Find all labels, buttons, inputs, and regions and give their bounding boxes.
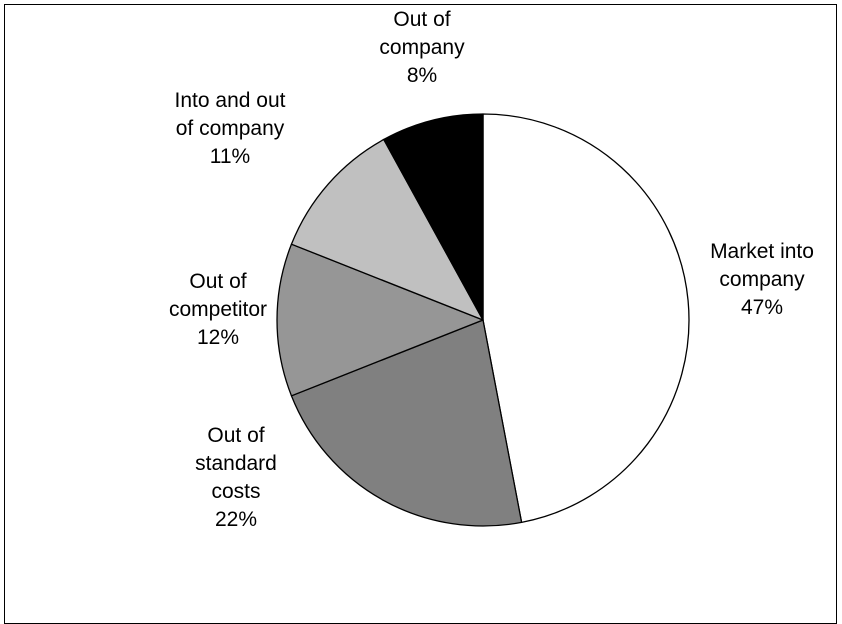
slice-label-line: Out of bbox=[189, 270, 246, 293]
slice-label-line: company bbox=[379, 36, 465, 59]
pie-slice bbox=[276, 243, 484, 397]
slice-percent: 12% bbox=[197, 326, 239, 349]
slice-percent: 11% bbox=[210, 145, 250, 168]
slice-label-line: Out of bbox=[393, 8, 450, 31]
slice-label-line: company bbox=[719, 268, 805, 291]
slice-label: Out of standard costs 22% bbox=[195, 424, 277, 531]
slice-label-line: competitor bbox=[169, 298, 267, 321]
slice-label: Market into company 47% bbox=[710, 240, 814, 319]
slice-label-line: Out of bbox=[207, 424, 264, 447]
slice-label: Into and out of company 11% bbox=[175, 89, 286, 168]
slice-label-line: costs bbox=[211, 480, 260, 503]
pie-slice bbox=[383, 113, 484, 321]
slice-percent: 47% bbox=[741, 296, 783, 319]
pie-slices bbox=[276, 113, 690, 527]
slice-label: Out of competitor 12% bbox=[169, 270, 267, 349]
slice-label-line: Market into bbox=[710, 240, 814, 263]
pie-labels: Market into company 47% Out of standard costs… bbox=[169, 8, 814, 531]
pie-slice bbox=[290, 138, 484, 321]
slice-percent: 8% bbox=[407, 64, 437, 87]
slice-label: Out of company 8% bbox=[379, 8, 465, 87]
slice-label-line: of company bbox=[176, 117, 285, 140]
pie-slice bbox=[482, 113, 690, 523]
slice-label-line: standard bbox=[195, 452, 277, 475]
slice-label-line: Into and out bbox=[175, 89, 286, 112]
pie-slice bbox=[290, 319, 523, 527]
slice-percent: 22% bbox=[215, 508, 257, 531]
